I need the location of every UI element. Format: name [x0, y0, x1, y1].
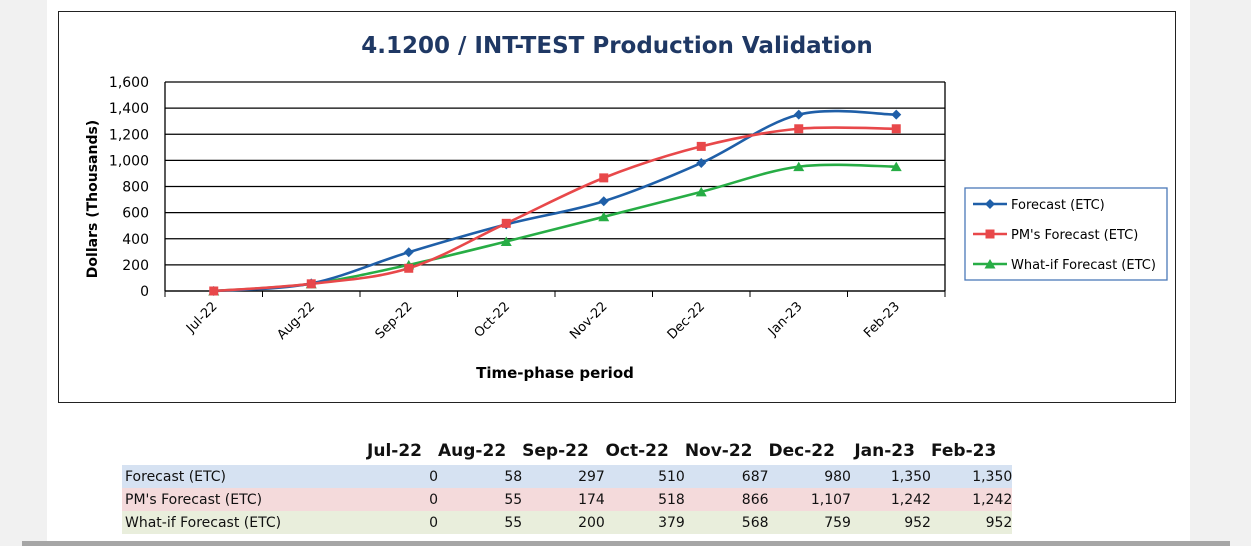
data-point	[891, 109, 902, 120]
table-cell: 1,107	[768, 488, 851, 511]
table-cell: 0	[358, 511, 438, 534]
table-cell: 568	[684, 511, 769, 534]
chart-title: 4.1200 / INT-TEST Production Validation	[361, 33, 873, 59]
table-row-label: Forecast (ETC)	[122, 465, 358, 488]
y-tick-label: 1,600	[109, 75, 149, 91]
series-line-0	[213, 109, 897, 293]
table-column-header: Dec-22	[768, 441, 835, 461]
data-point	[306, 279, 316, 289]
plot-area: 0 200 400 600 800 1,000 1,200 1,400 1,600 Jul-22 A…	[109, 75, 946, 343]
table-cell: 1,242	[930, 488, 1013, 511]
table-cell: 759	[768, 511, 851, 534]
x-tick-label: Aug-22	[275, 299, 319, 343]
table-cell: 55	[438, 511, 523, 534]
table-cell: 174	[522, 488, 605, 511]
y-tick-label: 600	[122, 206, 149, 222]
data-point	[793, 161, 805, 172]
series-line-2	[213, 163, 897, 293]
table-row: PM's Forecast (ETC) 0 55 174 518 866 1,107 1,24…	[122, 488, 1013, 511]
y-tick-label: 800	[122, 180, 149, 196]
x-tick-label: Jan-23	[765, 299, 806, 340]
legend-label: Forecast (ETC)	[1011, 198, 1105, 213]
data-point	[794, 124, 804, 134]
x-tick-label: Feb-23	[861, 299, 903, 341]
table-column-header: Aug-22	[438, 441, 507, 461]
table-column-header: Oct-22	[605, 441, 669, 461]
table-row: Forecast (ETC) 0 58 297 510 687 980 1,350 1,350	[122, 465, 1013, 488]
legend-marker	[984, 259, 996, 269]
y-axis-title: Dollars (Thousands)	[85, 120, 101, 278]
x-tick-label: Nov-22	[567, 299, 610, 342]
y-tick-label: 0	[140, 284, 149, 300]
table-cell: 58	[438, 465, 523, 488]
data-point	[403, 247, 414, 258]
data-point	[598, 211, 610, 222]
table-row-label: What-if Forecast (ETC)	[122, 511, 358, 534]
data-point	[696, 157, 707, 168]
table-column-header: Jul-22	[367, 441, 422, 461]
chart-frame: 4.1200 / INT-TEST Production Validation …	[58, 11, 1176, 403]
data-table: Jul-22 Aug-22 Sep-22 Oct-22 Nov-22 Dec-22 Jan-…	[122, 437, 1013, 534]
table-cell: 1,350	[930, 465, 1013, 488]
y-tick-label: 1,000	[109, 153, 149, 169]
table-cell: 980	[768, 465, 851, 488]
data-point	[890, 161, 902, 172]
legend-label: What-if Forecast (ETC)	[1011, 258, 1156, 273]
table-row-label: PM's Forecast (ETC)	[122, 488, 358, 511]
x-tick-label: Oct-22	[472, 299, 514, 341]
table-cell: 510	[604, 465, 685, 488]
table-cell: 687	[684, 465, 769, 488]
data-point	[793, 109, 804, 120]
table-column-header: Sep-22	[522, 441, 589, 461]
table-row: What-if Forecast (ETC) 0 55 200 379 568 759 952…	[122, 511, 1013, 534]
table-cell: 0	[358, 488, 438, 511]
data-point	[891, 124, 901, 134]
table-cell: 952	[930, 511, 1013, 534]
legend: Forecast (ETC) PM's Forecast (ETC) What-if…	[964, 187, 1168, 281]
table-cell: 518	[604, 488, 685, 511]
bottom-divider	[22, 541, 1230, 546]
table-header-row: Jul-22 Aug-22 Sep-22 Oct-22 Nov-22 Dec-22 Jan-…	[122, 437, 1012, 465]
table-cell: 1,242	[850, 488, 931, 511]
legend-marker	[985, 199, 995, 209]
table-cell: 1,350	[850, 465, 931, 488]
x-axis-title: Time-phase period	[476, 364, 634, 382]
table-cell: 55	[438, 488, 523, 511]
data-point	[404, 263, 414, 273]
table-cell: 200	[522, 511, 605, 534]
x-tick-label: Jul-22	[183, 299, 220, 336]
table-column-header: Feb-23	[930, 441, 997, 461]
legend-label: PM's Forecast (ETC)	[1011, 228, 1138, 243]
data-point	[696, 141, 706, 151]
table-column-header: Nov-22	[684, 441, 753, 461]
y-tick-label: 400	[122, 232, 149, 248]
y-tick-label: 200	[122, 258, 149, 274]
y-tick-label: 1,400	[109, 101, 149, 117]
data-point	[209, 286, 219, 296]
x-tick-label: Dec-22	[665, 299, 708, 342]
data-point	[598, 196, 609, 207]
table-header-blank	[122, 437, 358, 465]
data-point	[500, 236, 512, 246]
table-column-header: Jan-23	[854, 441, 915, 461]
data-point	[501, 218, 511, 228]
table-cell: 297	[522, 465, 605, 488]
line-chart: 4.1200 / INT-TEST Production Validation …	[85, 33, 1168, 382]
x-tick-label: Sep-22	[373, 299, 416, 342]
table-cell: 866	[684, 488, 769, 511]
table-cell: 379	[604, 511, 685, 534]
y-tick-label: 1,200	[109, 127, 149, 143]
data-point	[695, 186, 707, 197]
legend-marker	[985, 229, 995, 239]
table-body: Forecast (ETC) 0 58 297 510 687 980 1,350 1,350 P…	[122, 465, 1013, 534]
data-point	[599, 173, 609, 183]
table-cell: 952	[850, 511, 931, 534]
table-cell: 0	[358, 465, 438, 488]
series-line-1	[213, 126, 897, 293]
